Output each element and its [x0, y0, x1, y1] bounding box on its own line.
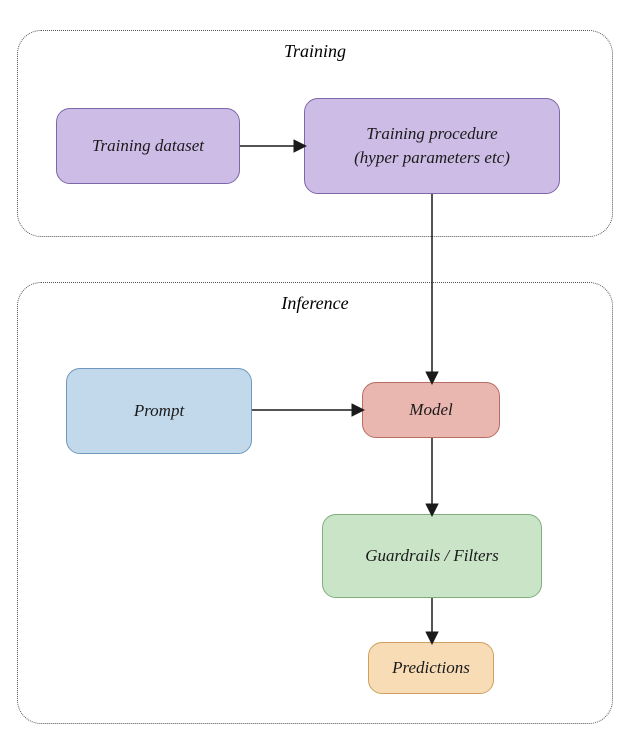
inference-container-label: Inference: [281, 293, 348, 314]
node-label: Predictions: [392, 656, 470, 680]
node-label: Guardrails / Filters: [365, 544, 499, 568]
node-label: Training procedure(hyper parameters etc): [354, 122, 510, 170]
node-label: Model: [409, 398, 452, 422]
node-label: Prompt: [134, 399, 184, 423]
node-model: Model: [362, 382, 500, 438]
node-label: Training dataset: [92, 134, 204, 158]
node-training-dataset: Training dataset: [56, 108, 240, 184]
node-prompt: Prompt: [66, 368, 252, 454]
inference-container: Inference: [17, 282, 613, 724]
node-guardrails: Guardrails / Filters: [322, 514, 542, 598]
training-container-label: Training: [284, 41, 346, 62]
node-predictions: Predictions: [368, 642, 494, 694]
node-training-procedure: Training procedure(hyper parameters etc): [304, 98, 560, 194]
